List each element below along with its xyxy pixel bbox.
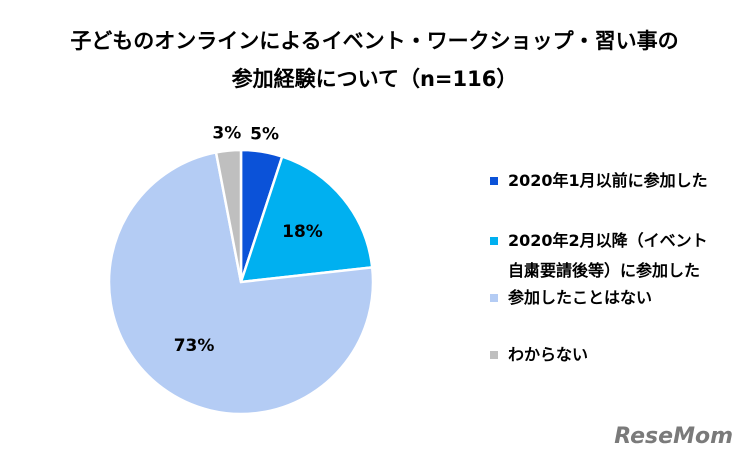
legend-swatch [490,294,498,302]
legend-item: 参加したことはない [490,283,745,313]
legend-label: 2020年1月以前に参加した [508,171,708,190]
pie-slice [239,155,374,284]
chart-title: 子どものオンラインによるイベント・ワークショップ・習い事の 参加経験について（n… [70,29,679,91]
legend-item: 2020年1月以前に参加した [490,166,745,196]
legend-swatch [490,177,498,185]
legend-swatch [490,237,498,245]
legend-swatch [490,351,498,359]
watermark: ReseMom [614,424,733,449]
data-label: 73% [174,336,215,356]
legend-item: 2020年2月以降（イベント 自粛要請後等）に参加した [490,226,745,286]
legend-label: 2020年2月以降（イベント 自粛要請後等）に参加した [508,231,708,280]
data-label: 5% [250,125,279,145]
pie-slice [107,150,375,416]
legend-label: 参加したことはない [508,288,653,307]
data-label: 3% [212,124,241,144]
legend-label: わからない [508,345,589,364]
data-label: 18% [282,222,323,242]
pie-slice [214,148,243,283]
legend-item: わからない [490,340,745,370]
